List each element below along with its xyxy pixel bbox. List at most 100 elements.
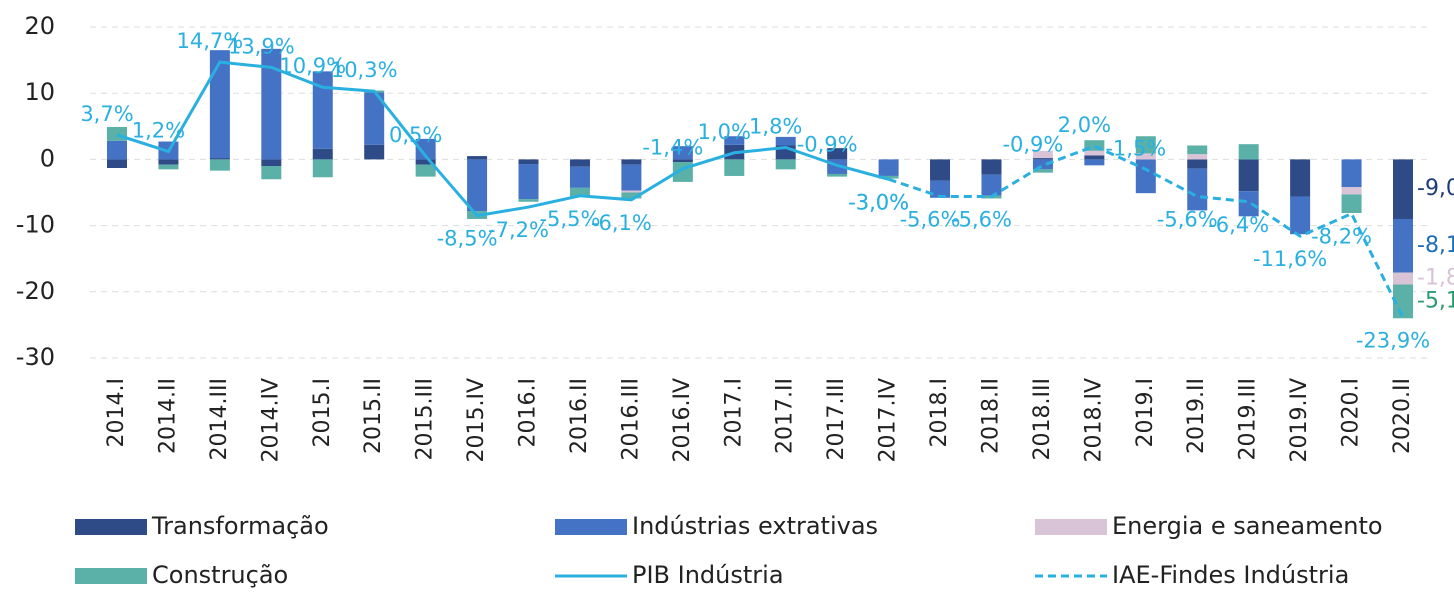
- data-label: 13,9%: [228, 34, 295, 58]
- x-tick-label: 2016.II: [567, 378, 592, 454]
- data-label: -8,5%: [437, 227, 498, 251]
- data-label: -1,5%: [1105, 136, 1166, 160]
- x-tick-label: 2019.IV: [1287, 378, 1312, 463]
- x-tick-label: 2019.II: [1184, 378, 1209, 454]
- bar-segment: [1393, 218, 1413, 273]
- bar-segment: [107, 140, 127, 160]
- bar-segment: [209, 158, 230, 160]
- bar-segment: [158, 164, 179, 170]
- x-tick-label: 2019.I: [1133, 378, 1158, 447]
- legend-label: PIB Indústria: [632, 561, 784, 589]
- data-label: -11,6%: [1253, 247, 1327, 271]
- x-tick-label: 2014.II: [155, 378, 180, 454]
- data-label: -8,2%: [1311, 225, 1372, 249]
- x-tick-label: 2015.I: [310, 378, 335, 447]
- legend-label: Transformação: [151, 512, 329, 540]
- x-tick-label: 2014.IV: [258, 378, 283, 463]
- bar-segment: [621, 190, 642, 193]
- bar-segment: [107, 126, 127, 141]
- bar-segment: [1238, 191, 1259, 217]
- bar-segment: [158, 159, 179, 165]
- data-label: 3,7%: [80, 102, 133, 126]
- data-label: -5,6%: [1157, 207, 1218, 231]
- bar-segment: [1084, 140, 1105, 151]
- bar-segment: [1187, 145, 1208, 155]
- bar-segment: [1238, 144, 1259, 160]
- bar-segment: [1084, 150, 1105, 156]
- bar-segment: [827, 173, 848, 177]
- bar-segment: [878, 175, 899, 179]
- bar-segment: [518, 159, 539, 165]
- data-label: 10,9%: [279, 54, 346, 78]
- x-tick-label: 2015.II: [361, 378, 386, 454]
- data-label: 1,2%: [132, 118, 185, 142]
- bar-segment: [1032, 158, 1053, 160]
- bar-segment: [467, 156, 488, 160]
- data-label: -9,0: [1417, 176, 1454, 201]
- y-tick-label: 10: [24, 78, 55, 106]
- bar-segment: [775, 136, 796, 146]
- bar-segment: [621, 159, 642, 165]
- x-tick-label: 2018.II: [978, 378, 1003, 454]
- bar-segment: [518, 199, 539, 202]
- bar-segment: [775, 159, 796, 170]
- bar-segment: [724, 136, 745, 145]
- bar-segment: [1032, 150, 1053, 159]
- line-series: [116, 60, 889, 218]
- bar-segment: [1341, 159, 1362, 188]
- x-tick-label: 2014.III: [207, 378, 232, 460]
- data-label: 0,5%: [389, 123, 442, 147]
- bar-segment: [1032, 169, 1053, 173]
- bar-segment: [1135, 153, 1156, 160]
- bar-segment: [1187, 159, 1208, 169]
- data-label: -8,1: [1417, 233, 1454, 258]
- bar-segment: [1341, 187, 1362, 195]
- bar-segment: [981, 174, 1002, 196]
- x-tick-label: 2020.II: [1390, 378, 1415, 454]
- bar-segment: [569, 187, 590, 198]
- data-label: -5,1: [1417, 288, 1454, 313]
- x-tick-label: 2016.III: [618, 378, 643, 460]
- x-tick-label: 2020.I: [1339, 378, 1364, 447]
- bar-segment: [1290, 159, 1311, 197]
- bar-segment: [1032, 159, 1053, 170]
- data-label: -3,0%: [848, 190, 909, 214]
- data-label: -7,2%: [488, 218, 549, 242]
- x-tick-label: 2017.I: [721, 378, 746, 447]
- bar-segment: [312, 71, 333, 149]
- bar-segment: [1341, 194, 1362, 214]
- data-label: 14,7%: [177, 29, 244, 53]
- x-tick-label: 2016.IV: [670, 378, 695, 463]
- bar-segment: [364, 144, 385, 160]
- data-label: 1,0%: [698, 120, 751, 144]
- data-label: -5,6%: [951, 207, 1012, 231]
- bar-segment: [1393, 272, 1413, 285]
- data-label: -6,1%: [591, 211, 652, 235]
- data-label: -6,4%: [1208, 213, 1269, 237]
- bar-segment: [261, 159, 282, 167]
- bar-segment: [930, 180, 951, 198]
- bar-segment: [1187, 154, 1208, 160]
- data-label: -1,8: [1417, 266, 1454, 291]
- bar-segment: [569, 166, 590, 188]
- bar-segment: [312, 148, 333, 160]
- x-tick-label: 2015.IV: [464, 378, 489, 463]
- x-tick-label: 2015.III: [413, 378, 438, 460]
- bar-segment: [1084, 159, 1105, 166]
- bar-segment: [1238, 159, 1259, 192]
- bar-segment: [672, 159, 693, 163]
- data-label: -1,4%: [642, 136, 703, 160]
- bar-segment: [415, 159, 436, 165]
- x-tick-label: 2017.II: [773, 378, 798, 454]
- data-label: -23,9%: [1356, 329, 1430, 353]
- legend-swatch: [555, 519, 627, 535]
- y-tick-label: 0: [40, 144, 55, 172]
- legend-swatch: [75, 568, 147, 584]
- legend-swatch: [1035, 519, 1107, 535]
- x-tick-label: 2017.III: [824, 378, 849, 460]
- x-tick-label: 2018.I: [927, 378, 952, 447]
- legend-label: Energia e saneamento: [1112, 512, 1383, 540]
- legend-label: Indústrias extrativas: [632, 512, 878, 540]
- data-label: 10,3%: [331, 58, 398, 82]
- x-tick-label: 2019.III: [1236, 378, 1261, 460]
